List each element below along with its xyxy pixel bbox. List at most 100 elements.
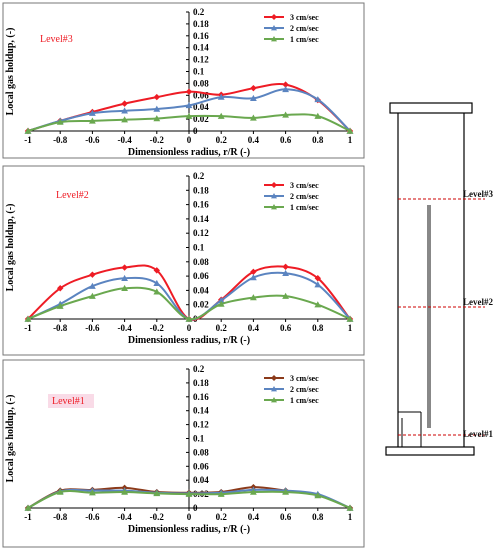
chart-1-series-3-point [153,115,161,122]
chart-1-series-2 [24,85,354,134]
chart-2-series-2-point [153,279,161,286]
chart-1-series-2-point [121,107,128,114]
chart-2-x-axis-label: Dimensionless radius, r/R (-) [128,335,250,346]
chart-1-ytick-label: 0.06 [193,90,209,100]
column-level-1-label: Level#1 [463,429,493,439]
chart-1-legend-marker-3 [271,36,277,42]
chart-1-x-axis-label: Dimensionless radius, r/R (-) [128,147,250,158]
chart-3-series-3-point [121,488,128,495]
chart-1-xtick-label: 0 [187,135,192,145]
chart-1-series-1-point [250,84,257,92]
chart-1-series-3-point [217,112,225,119]
chart-2-xtick-label: 0.6 [280,323,292,333]
chart-1: -1 -0.8 -0.6 -0.4 -0.2 0 0.2 0.4 0.6 0.8 1 0 0.02 0.0… [5,7,354,158]
chart-3: -1 -0.8 -0.6 -0.4 -0.2 0 0.2 0.4 0.6 0.8 100.020.0… [5,364,354,535]
chart-2-xtick-label: -0.6 [85,323,100,333]
chart-3-series-3-point [185,490,193,497]
chart-2-series-3-point [121,284,128,291]
chart-2: -1 -0.8 -0.6 -0.4 -0.2 0 0.2 0.4 0.6 0.8 100.020.0… [5,171,354,346]
panel-frame-top [2,2,365,159]
chart-3-xtick-label: 1 [348,512,353,522]
chart-2-xtick-label: 0.2 [216,323,228,333]
chart-1-xtick-label: 0.4 [248,135,260,145]
chart-3-xtick-label: -0.2 [150,512,165,522]
chart-1-legend-marker-2 [271,25,277,31]
chart-2-ytick-label: 0.12 [193,228,209,238]
chart-1-xtick-label: -0.8 [53,135,68,145]
chart-1-series-3-point [314,112,322,119]
chart-2-y-axis-label: Local gas holdup, (-) [5,204,16,292]
chart-3-series-3-point [346,504,354,511]
chart-1-series-3-point [282,111,289,118]
chart-1-series-3-point [121,116,128,123]
chart-1-ytick-label: 0.14 [193,43,209,53]
chart-2-series-3-point [153,288,161,295]
chart-2-ytick-label: 0.02 [193,300,209,310]
chart-3-ytick-label: 0.06 [193,461,209,471]
chart-3-ytick-label: 0.2 [193,364,205,374]
chart-2-series-3-point [314,301,322,308]
chart-2-series-3 [24,284,354,322]
chart-3-legend-marker-1 [271,375,277,381]
chart-2-level-label: Level#2 [56,190,89,201]
chart-2-series-1-point [121,264,128,271]
chart-3-legend-label-1: 3 cm/sec [290,374,319,383]
chart-2-series-3-point [346,315,354,322]
chart-3-series-3-point [56,488,64,495]
chart-2-series-1-point [314,275,321,282]
chart-2-series-3-point [282,292,289,299]
chart-1-series-3-point [346,127,354,134]
chart-1-ytick-label: 0.08 [193,78,209,88]
chart-1-series-1-point [153,93,160,101]
chart-2-series-2-point [250,274,257,281]
chart-2-ytick-label: 0.14 [193,214,209,224]
chart-3-ytick-label: 0 [193,503,198,513]
chart-3-series-3 [24,488,354,511]
chart-2-series-3-point [250,294,257,301]
chart-3-legend-marker-3 [271,397,277,403]
chart-2-ytick-label: 0.06 [193,271,209,281]
chart-1-series-1-point [121,100,128,107]
chart-1-legend-marker-1 [271,14,277,20]
chart-1-series-1-point [282,81,289,88]
chart-3-xtick-label: 0 [187,512,192,522]
chart-1-series-2-point [185,102,193,109]
chart-1-ytick-label: 0 [193,126,198,136]
chart-1-xtick-label: 1 [348,135,353,145]
chart-1-series-2-point [89,109,96,116]
chart-3-xtick-label: 0.4 [248,512,260,522]
chart-2-xtick-label: 1 [348,323,353,333]
chart-2-ytick-label: 0.18 [193,185,209,195]
chart-3-xtick-label: 0.2 [216,512,228,522]
chart-panels: -1 -0.8 -0.6 -0.4 -0.2 0 0.2 0.4 0.6 0.8 1 0 0.02 0.0… [5,7,354,535]
chart-2-legend-marker-2 [271,193,277,199]
chart-3-ytick-label: 0.08 [193,447,209,457]
chart-3-xtick-label: -1 [24,512,32,522]
chart-2-series-1-point [250,268,257,276]
chart-1-level-label: Level#3 [40,34,73,45]
chart-2-series-2-point [314,281,322,288]
chart-2-legend-marker-1 [271,182,277,188]
chart-3-level-label: Level#1 [52,396,85,407]
chart-2-legend-label-2: 2 cm/sec [290,192,319,201]
column-schematic: Level#3 Level#2 Level#1 [385,102,493,456]
chart-1-xtick-label: 0.6 [280,135,292,145]
chart-1-xtick-label: -1 [24,135,32,145]
chart-2-series-3-point [217,300,225,307]
chart-1-ytick-label: 0.18 [193,19,209,29]
chart-2-xtick-label: -1 [24,323,32,333]
chart-1-xtick-label: 0.2 [216,135,228,145]
panel-frame-middle [2,165,365,356]
chart-2-series-3-point [185,315,193,322]
chart-1-series-1-point [185,88,193,95]
chart-1-y-axis-label: Local gas holdup, (-) [5,28,16,116]
chart-1-series-2-point [153,105,161,112]
column-level-2-label: Level#2 [463,297,493,307]
chart-3-legend-label-2: 2 cm/sec [290,385,319,394]
chart-1-xtick-label: -0.4 [117,135,132,145]
chart-3-legend-marker-2 [271,386,277,392]
chart-2-ytick-label: 0.04 [193,285,209,295]
chart-3-ytick-label: 0.12 [193,420,209,430]
chart-2-xtick-label: 0 [187,323,192,333]
